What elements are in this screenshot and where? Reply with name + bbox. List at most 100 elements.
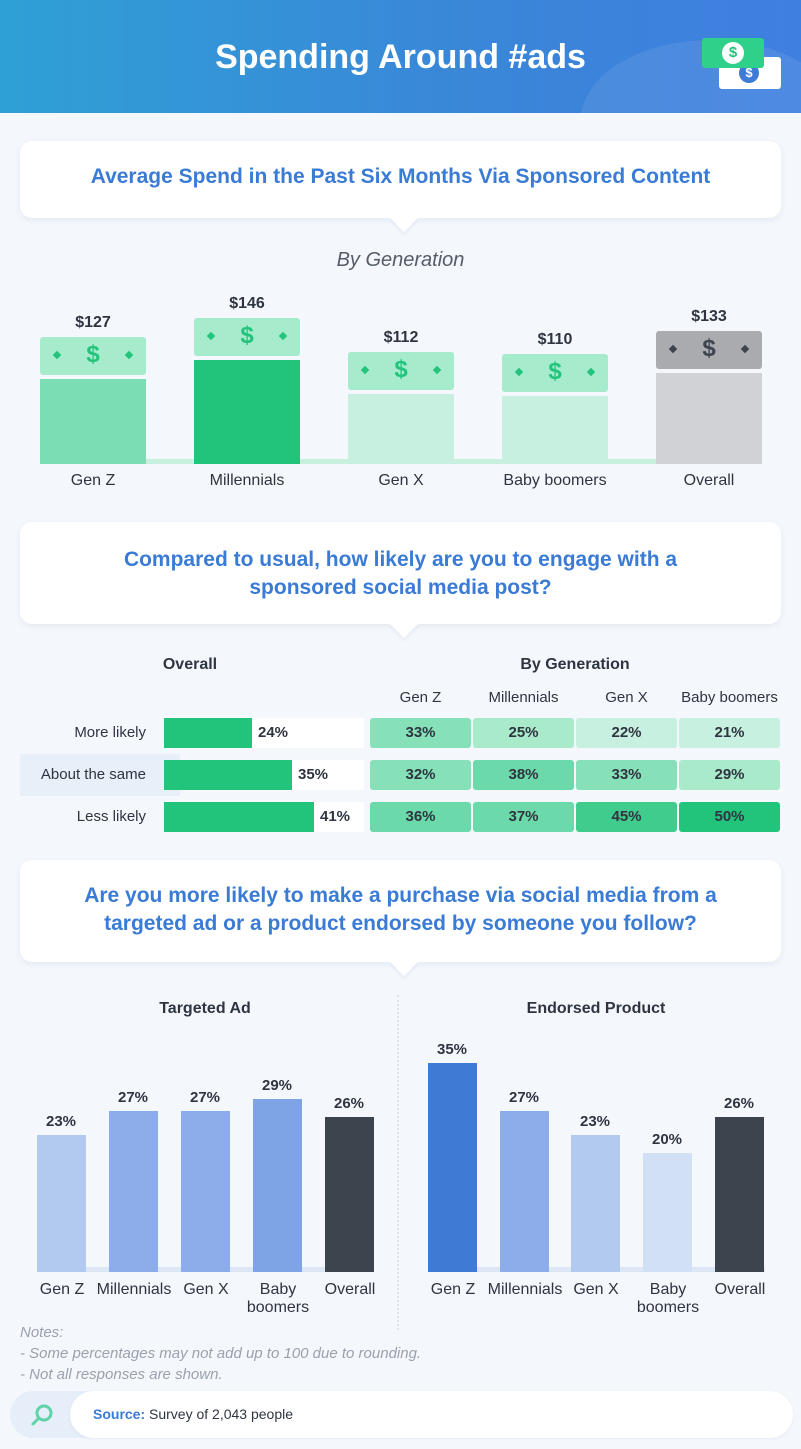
purchase-value-label: 23% xyxy=(579,1113,611,1130)
search-icon xyxy=(31,1404,53,1426)
spend-category-label: Gen Z xyxy=(70,472,116,489)
money-bill-icon: $ xyxy=(502,354,608,392)
table-cell: 22% xyxy=(576,718,677,748)
table-cell: 21% xyxy=(679,718,780,748)
spend-category-label: Millennials xyxy=(209,472,285,489)
by-generation-header: By Generation xyxy=(520,656,630,673)
source-label: Source: xyxy=(93,1406,146,1422)
purchase-title-card: Are you more likely to make a purchase v… xyxy=(20,860,781,977)
engage-title-line2: sponsored social media post? xyxy=(249,576,552,599)
table-cell: 45% xyxy=(576,802,677,832)
spend-bar xyxy=(656,373,762,464)
purchase-value-label: 27% xyxy=(189,1089,221,1106)
notes-line1: - Some percentages may not add up to 100… xyxy=(20,1345,422,1362)
generation-column-header: Baby boomers xyxy=(681,689,778,706)
targeted-ad-title: Targeted Ad xyxy=(159,1000,251,1017)
money-bill-icon: $ xyxy=(348,352,454,390)
spend-value-label: $127 xyxy=(75,314,111,331)
row-label: Less likely xyxy=(76,808,146,825)
spend-subtitle: By Generation xyxy=(336,249,465,271)
table-cell: 25% xyxy=(473,718,574,748)
purchase-bar xyxy=(109,1111,158,1272)
overall-value: 24% xyxy=(258,724,289,741)
table-cell: 33% xyxy=(576,760,677,790)
money-bill-icon: $ xyxy=(194,318,300,356)
overall-bar xyxy=(164,760,292,790)
table-cell: 33% xyxy=(370,718,471,748)
spend-bar xyxy=(194,360,300,464)
purchase-title-line1: Are you more likely to make a purchase v… xyxy=(84,884,717,907)
notes-title: Notes: xyxy=(20,1324,64,1341)
spend-title: Average Spend in the Past Six Months Via… xyxy=(90,165,711,188)
dollar-icon: $ xyxy=(240,322,254,349)
spend-value-label: $146 xyxy=(229,295,265,312)
overall-header: Overall xyxy=(162,656,218,673)
purchase-value-label: 35% xyxy=(436,1041,468,1058)
table-cell: 37% xyxy=(473,802,574,832)
purchase-category-label: Gen X xyxy=(183,1281,229,1298)
spend-category-label: Baby boomers xyxy=(503,472,607,489)
purchase-category-label: Gen Z xyxy=(39,1281,85,1298)
spend-value-label: $110 xyxy=(537,331,573,348)
row-label: More likely xyxy=(74,724,146,741)
notes-line2: - Not all responses are shown. xyxy=(20,1366,223,1383)
row-label: About the same xyxy=(40,766,146,783)
table-cell: 29% xyxy=(679,760,780,790)
purchase-value-label: 29% xyxy=(261,1077,293,1094)
source-pill xyxy=(70,1391,793,1438)
generation-column-header: Gen Z xyxy=(399,689,442,706)
purchase-value-label: 27% xyxy=(117,1089,149,1106)
engage-title-line1: Compared to usual, how likely are you to… xyxy=(123,548,678,571)
purchase-bar xyxy=(643,1153,692,1272)
purchase-category-label: Gen Z xyxy=(430,1281,476,1298)
overall-value: 41% xyxy=(320,808,351,825)
spend-value-label: $133 xyxy=(691,308,727,325)
money-bill-icon: $ xyxy=(40,337,146,375)
purchase-bar xyxy=(500,1111,549,1272)
purchase-bar xyxy=(37,1135,86,1272)
engage-title-card: Compared to usual, how likely are you to… xyxy=(20,522,781,639)
purchase-bar xyxy=(571,1135,620,1272)
table-cell: 36% xyxy=(370,802,471,832)
spend-bar xyxy=(502,396,608,464)
overall-bar xyxy=(164,718,252,748)
spend-bar xyxy=(40,379,146,464)
purchase-value-label: 27% xyxy=(508,1089,540,1106)
spend-bar xyxy=(348,394,454,464)
purchase-bar xyxy=(715,1117,764,1272)
row-highlight xyxy=(20,754,180,796)
purchase-bar xyxy=(428,1063,477,1272)
chart-divider xyxy=(397,995,399,1330)
table-cell: 50% xyxy=(679,802,780,832)
spend-value-label: $112 xyxy=(383,329,419,346)
generation-column-header: Gen X xyxy=(605,689,648,706)
dollar-icon: $ xyxy=(548,358,562,385)
purchase-bar xyxy=(181,1111,230,1272)
purchase-value-label: 26% xyxy=(723,1095,755,1112)
purchase-category-label: Baby boomers xyxy=(246,1281,310,1316)
purchase-value-label: 23% xyxy=(45,1113,77,1130)
purchase-bar xyxy=(325,1117,374,1272)
endorsed-product-title: Endorsed Product xyxy=(526,1000,666,1017)
purchase-value-label: 26% xyxy=(333,1095,365,1112)
page-title: Spending Around #ads xyxy=(215,38,586,76)
spend-category-label: Gen X xyxy=(378,472,424,489)
source: Source: Survey of 2,043 people xyxy=(93,1406,293,1422)
header-banner: Spending Around #ads $ $ xyxy=(0,0,801,113)
purchase-value-label: 20% xyxy=(651,1131,683,1148)
notes: Notes: - Some percentages may not add up… xyxy=(20,1322,421,1385)
dollar-icon: $ xyxy=(86,341,100,368)
dollar-icon: $ xyxy=(702,335,716,362)
table-cell: 38% xyxy=(473,760,574,790)
overall-value: 35% xyxy=(298,766,329,783)
spend-category-label: Overall xyxy=(683,472,735,489)
purchase-category-label: Millennials xyxy=(487,1281,563,1298)
spend-title-card: Average Spend in the Past Six Months Via… xyxy=(20,141,781,233)
purchase-category-label: Gen X xyxy=(573,1281,619,1298)
purchase-bar xyxy=(253,1099,302,1272)
purchase-category-label: Millennials xyxy=(96,1281,172,1298)
money-bill-icon: $ xyxy=(656,331,762,369)
purchase-category-label: Overall xyxy=(324,1281,376,1298)
generation-column-header: Millennials xyxy=(488,689,559,706)
overall-bar xyxy=(164,802,314,832)
